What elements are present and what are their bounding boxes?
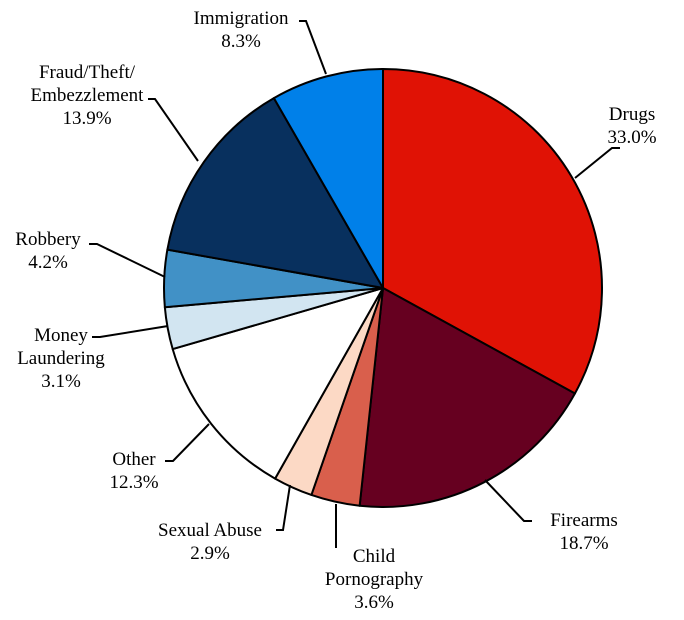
pie-slices: [163, 68, 603, 508]
slice-value-label: 3.6%: [354, 592, 394, 613]
pie-slice-fraud-theft-embezzlement: [166, 97, 384, 289]
leader-line: [299, 20, 327, 75]
slice-category-label: Embezzlement: [31, 85, 145, 106]
leader-lines: [89, 20, 620, 548]
slice-category-label: Firearms: [550, 510, 618, 531]
slice-category-label: Sexual Abuse: [158, 520, 262, 541]
leader-line: [148, 98, 199, 162]
slice-value-label: 3.1%: [41, 371, 81, 392]
slice-value-label: 13.9%: [62, 108, 111, 129]
slice-category-label: Robbery: [15, 229, 81, 250]
slice-value-label: 33.0%: [607, 127, 656, 148]
leader-line: [574, 147, 620, 179]
leader-line: [92, 325, 169, 338]
pie-slice-other: [171, 287, 384, 480]
slice-value-label: 8.3%: [221, 31, 261, 52]
pie-slice-firearms: [358, 287, 576, 508]
leader-line: [484, 479, 532, 522]
slice-labels: Drugs33.0%Firearms18.7%ChildPornography3…: [15, 8, 656, 613]
slice-value-label: 4.2%: [28, 252, 68, 273]
slice-category-label: Money: [34, 325, 88, 346]
pie-slice-immigration: [272, 68, 384, 289]
slice-category-label: Immigration: [194, 8, 289, 29]
slice-category-label: Fraud/Theft/: [39, 62, 136, 83]
slice-category-label: Child: [353, 546, 396, 567]
slice-category-label: Other: [112, 449, 156, 470]
pie-slice-drugs: [382, 68, 603, 395]
slice-category-label: Pornography: [325, 569, 424, 590]
slice-category-label: Drugs: [609, 104, 655, 125]
leader-line: [89, 243, 166, 278]
leader-line: [276, 484, 291, 531]
leader-line: [165, 423, 210, 462]
slice-value-label: 2.9%: [190, 543, 230, 564]
slice-category-label: Laundering: [17, 348, 105, 369]
slice-value-label: 12.3%: [109, 472, 158, 493]
slice-value-label: 18.7%: [559, 533, 608, 554]
